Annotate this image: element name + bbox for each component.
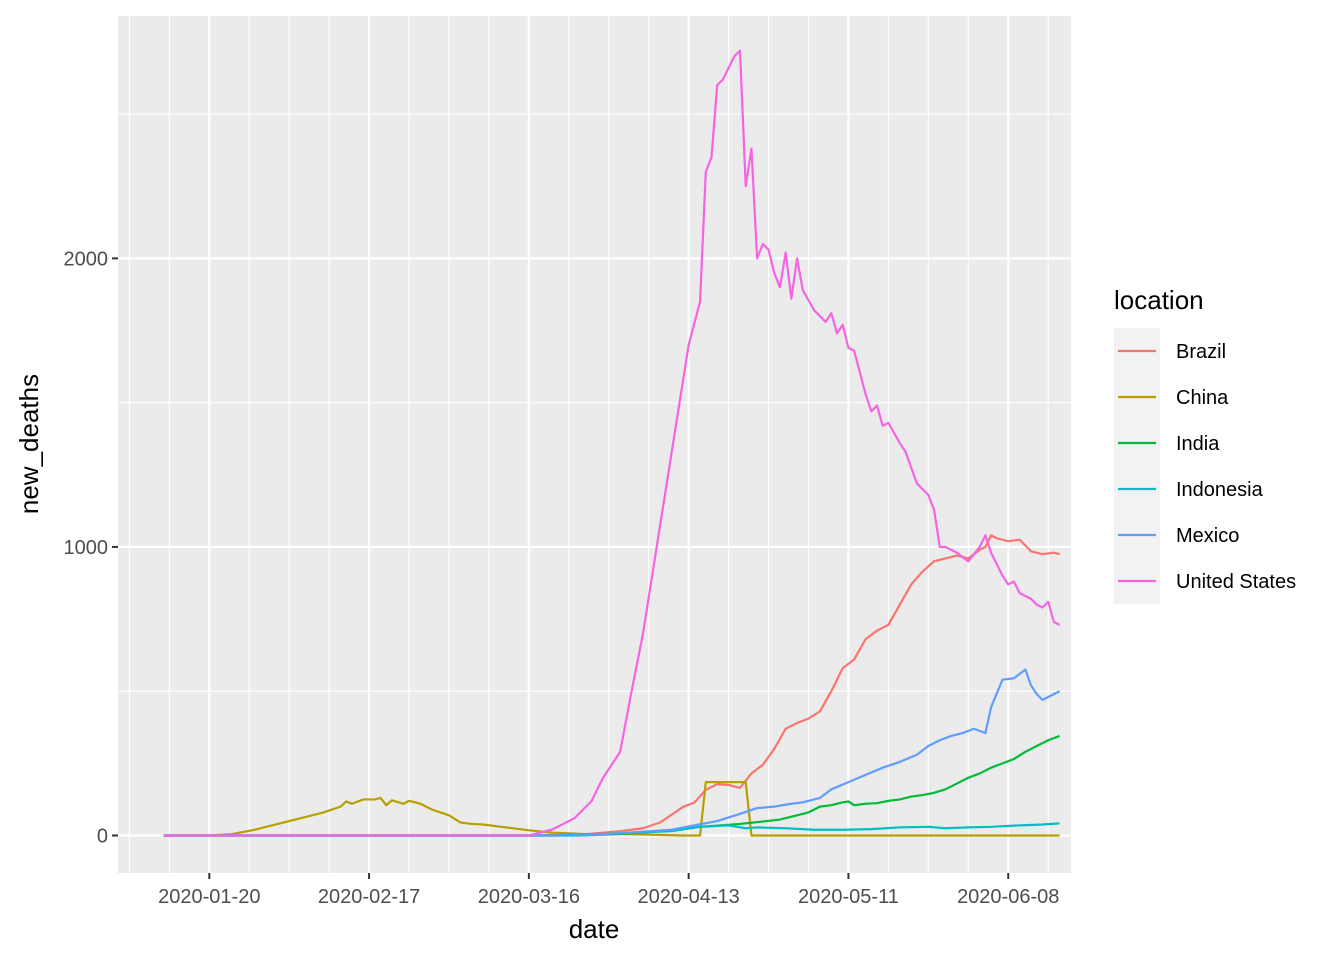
series-lines — [163, 49, 1061, 837]
y-tick-label: 1000 — [64, 537, 109, 559]
series-line-indonesia — [163, 822, 1060, 837]
x-tick-label: 2020-02-17 — [318, 886, 420, 908]
legend-label: Mexico — [1176, 525, 1239, 547]
series-line-united-states — [163, 49, 1061, 837]
legend-label: Brazil — [1176, 341, 1226, 363]
y-tick-label: 0 — [97, 825, 108, 847]
series-line-brazil — [163, 534, 1060, 837]
legend-label: United States — [1176, 571, 1296, 593]
x-axis-title: date — [569, 914, 620, 944]
legend: location Brazil China India Indonesia Mexico… — [1114, 285, 1296, 604]
x-axis: 2020-01-20 2020-02-17 2020-03-16 2020-04-13… — [158, 873, 1059, 908]
series-line-mexico — [163, 668, 1061, 837]
x-tick-label: 2020-06-08 — [957, 886, 1059, 908]
y-axis-title: new_deaths — [14, 374, 44, 514]
x-tick-label: 2020-03-16 — [478, 886, 580, 908]
legend-label: Indonesia — [1176, 479, 1264, 501]
plot-panel — [118, 16, 1071, 873]
y-axis: 0 1000 2000 — [64, 248, 118, 847]
legend-label: China — [1176, 387, 1229, 409]
x-tick-label: 2020-04-13 — [638, 886, 740, 908]
x-tick-label: 2020-05-11 — [798, 886, 899, 908]
series-line-india — [163, 734, 1060, 837]
legend-title: location — [1114, 285, 1204, 315]
legend-label: India — [1176, 433, 1220, 455]
y-tick-label: 2000 — [64, 248, 109, 270]
x-tick-label: 2020-01-20 — [158, 886, 260, 908]
minor-gridlines — [118, 16, 1071, 873]
series-line-china — [163, 781, 1060, 837]
